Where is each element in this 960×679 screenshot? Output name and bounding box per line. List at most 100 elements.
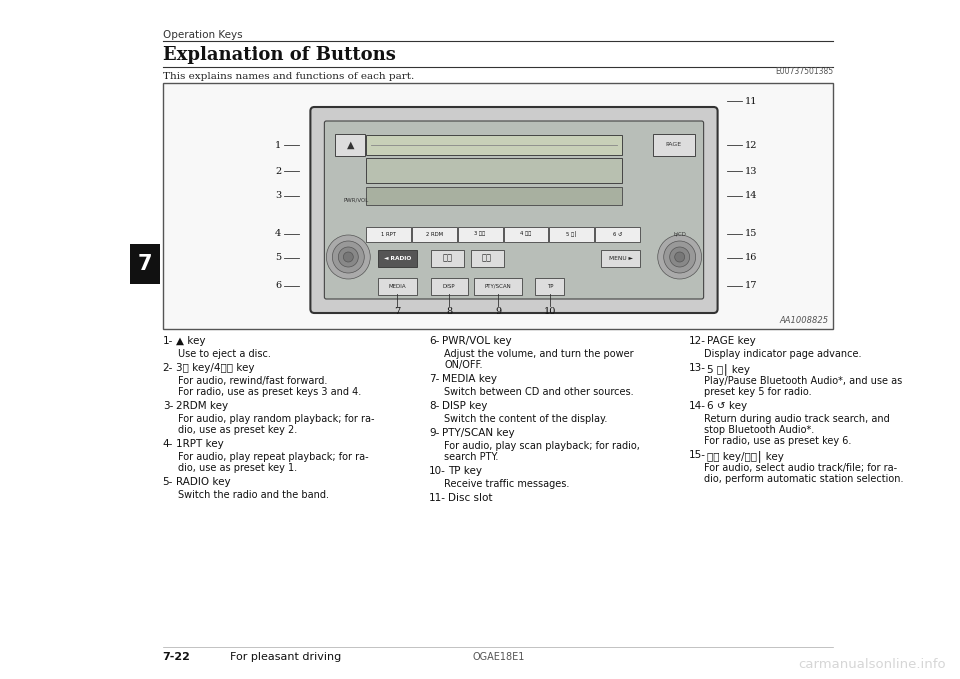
- Text: 1-: 1-: [162, 336, 173, 346]
- Text: E00737501385: E00737501385: [776, 67, 833, 76]
- Text: 12-: 12-: [688, 336, 706, 346]
- Text: DISP key: DISP key: [443, 401, 488, 411]
- Text: 13: 13: [745, 166, 757, 175]
- Text: Play/Pause Bluetooth Audio*, and use as: Play/Pause Bluetooth Audio*, and use as: [704, 376, 901, 386]
- Text: This explains names and functions of each part.: This explains names and functions of eac…: [162, 72, 414, 81]
- Text: Switch the content of the display.: Switch the content of the display.: [444, 414, 608, 424]
- Text: 7-: 7-: [429, 374, 440, 384]
- Text: MEDIA: MEDIA: [389, 284, 406, 289]
- Text: OGAE18E1: OGAE18E1: [473, 652, 525, 662]
- Text: ▲: ▲: [347, 140, 354, 150]
- Text: PWR/VOL: PWR/VOL: [344, 198, 369, 203]
- FancyBboxPatch shape: [412, 227, 457, 242]
- Circle shape: [326, 235, 371, 279]
- Circle shape: [663, 241, 696, 273]
- Circle shape: [658, 235, 702, 279]
- Text: 7: 7: [395, 306, 400, 316]
- Circle shape: [675, 252, 684, 262]
- FancyBboxPatch shape: [601, 249, 640, 266]
- Text: DISP: DISP: [443, 284, 455, 289]
- Text: 5 ⏵⎮: 5 ⏵⎮: [566, 231, 577, 237]
- Text: PTY/SCAN key: PTY/SCAN key: [443, 428, 515, 438]
- Text: PTY/SCAN: PTY/SCAN: [485, 284, 512, 289]
- Text: 8: 8: [446, 306, 452, 316]
- FancyBboxPatch shape: [549, 227, 594, 242]
- Text: 4-: 4-: [162, 439, 173, 449]
- Text: 5 ⏵⎮ key: 5 ⏵⎮ key: [708, 363, 750, 375]
- FancyBboxPatch shape: [324, 121, 704, 299]
- Text: 14-: 14-: [688, 401, 706, 411]
- Text: dio, use as preset key 2.: dio, use as preset key 2.: [178, 425, 297, 435]
- Text: 3⏮ key/4⏭⏭ key: 3⏮ key/4⏭⏭ key: [176, 363, 254, 373]
- Text: 8-: 8-: [429, 401, 440, 411]
- Text: For audio, select audio track/file; for ra-: For audio, select audio track/file; for …: [704, 463, 897, 473]
- Text: For pleasant driving: For pleasant driving: [229, 652, 341, 662]
- Text: 10: 10: [543, 306, 556, 316]
- Text: Disc slot: Disc slot: [447, 493, 492, 503]
- Text: MEDIA key: MEDIA key: [443, 374, 497, 384]
- Text: ◄ RADIO: ◄ RADIO: [384, 255, 411, 261]
- Bar: [130, 244, 159, 284]
- Text: search PTY.: search PTY.: [444, 452, 498, 462]
- Text: 15-: 15-: [688, 450, 706, 460]
- FancyBboxPatch shape: [473, 278, 522, 295]
- Text: PAGE key: PAGE key: [708, 336, 756, 346]
- Text: preset key 5 for radio.: preset key 5 for radio.: [704, 387, 811, 397]
- Bar: [367, 158, 622, 183]
- Text: 1: 1: [276, 141, 281, 149]
- Bar: [367, 187, 622, 205]
- Text: 13-: 13-: [688, 363, 706, 373]
- Bar: [367, 135, 622, 155]
- Text: Receive traffic messages.: Receive traffic messages.: [444, 479, 569, 489]
- Text: Explanation of Buttons: Explanation of Buttons: [162, 46, 396, 64]
- Text: 2 RDM: 2 RDM: [425, 232, 443, 236]
- Text: 1RPT key: 1RPT key: [176, 439, 224, 449]
- FancyBboxPatch shape: [653, 134, 695, 156]
- Text: 7-22: 7-22: [162, 652, 190, 662]
- Circle shape: [338, 247, 358, 267]
- Text: 6 ↺: 6 ↺: [613, 232, 622, 236]
- Text: 6-: 6-: [429, 336, 440, 346]
- Text: 3 ⏮⏮: 3 ⏮⏮: [474, 232, 486, 236]
- Text: ON/OFF.: ON/OFF.: [444, 360, 483, 370]
- Text: stop Bluetooth Audio*.: stop Bluetooth Audio*.: [704, 425, 814, 435]
- Text: PAGE: PAGE: [665, 143, 682, 147]
- Text: Use to eject a disc.: Use to eject a disc.: [178, 349, 271, 359]
- Text: 5: 5: [276, 253, 281, 263]
- Text: ▲ key: ▲ key: [176, 336, 205, 346]
- Text: 3-: 3-: [162, 401, 173, 411]
- Text: 3: 3: [276, 191, 281, 200]
- Text: 1 RPT: 1 RPT: [381, 232, 396, 236]
- Text: 17: 17: [745, 282, 757, 291]
- Text: ⏮⏮ key/⏭⏭⎮ key: ⏮⏮ key/⏭⏭⎮ key: [708, 450, 784, 462]
- Text: RADIO key: RADIO key: [176, 477, 230, 487]
- FancyBboxPatch shape: [378, 249, 417, 266]
- Text: 6: 6: [276, 282, 281, 291]
- FancyBboxPatch shape: [366, 227, 411, 242]
- Text: AA1008825: AA1008825: [780, 316, 828, 325]
- Circle shape: [344, 252, 353, 262]
- Text: 2RDM key: 2RDM key: [176, 401, 228, 411]
- Text: 14: 14: [745, 191, 757, 200]
- FancyBboxPatch shape: [536, 278, 564, 295]
- Text: TP key: TP key: [447, 466, 482, 476]
- Text: 16: 16: [745, 253, 756, 263]
- FancyBboxPatch shape: [335, 134, 366, 156]
- FancyBboxPatch shape: [378, 278, 417, 295]
- Text: 11-: 11-: [429, 493, 446, 503]
- FancyBboxPatch shape: [458, 227, 502, 242]
- Text: dio, use as preset key 1.: dio, use as preset key 1.: [178, 463, 297, 473]
- Text: For radio, use as preset keys 3 and 4.: For radio, use as preset keys 3 and 4.: [178, 387, 361, 397]
- Text: Return during audio track search, and: Return during audio track search, and: [704, 414, 889, 424]
- Text: Switch between CD and other sources.: Switch between CD and other sources.: [444, 387, 634, 397]
- Text: b/CD: b/CD: [673, 232, 686, 236]
- Text: 7: 7: [137, 254, 152, 274]
- Text: PWR/VOL key: PWR/VOL key: [443, 336, 512, 346]
- Text: ⏭⏭: ⏭⏭: [482, 253, 492, 263]
- FancyBboxPatch shape: [431, 278, 468, 295]
- Text: For audio, play repeat playback; for ra-: For audio, play repeat playback; for ra-: [178, 452, 369, 462]
- Text: Switch the radio and the band.: Switch the radio and the band.: [178, 490, 328, 500]
- Text: 2: 2: [276, 166, 281, 175]
- Text: 4: 4: [276, 230, 281, 238]
- Text: MENU ►: MENU ►: [609, 255, 633, 261]
